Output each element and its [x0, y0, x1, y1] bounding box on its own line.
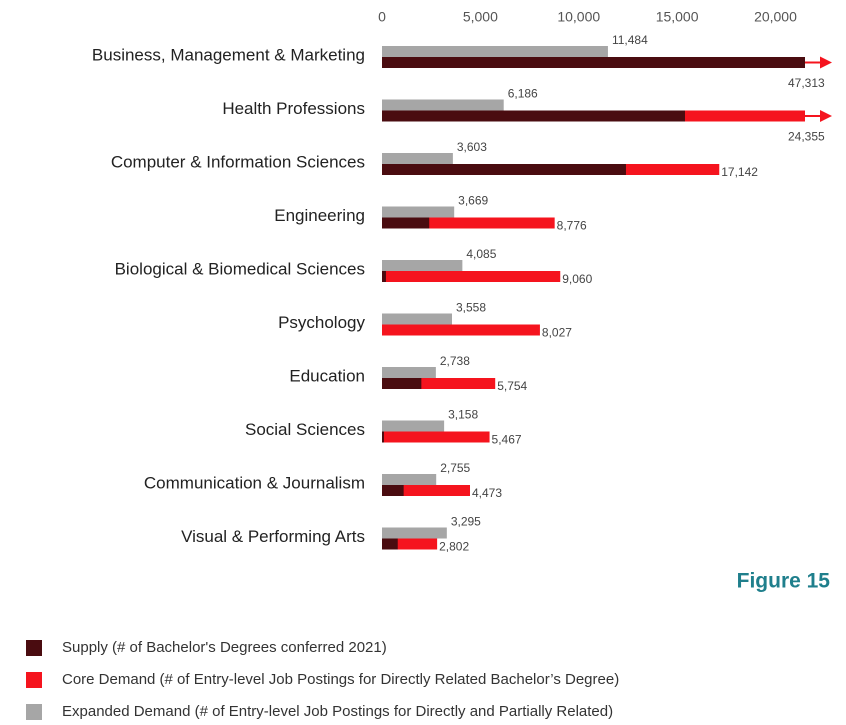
value-label: 9,060 — [562, 272, 592, 286]
value-label: 4,085 — [466, 247, 496, 261]
bar — [382, 206, 455, 218]
bar — [382, 367, 436, 378]
bar — [382, 378, 496, 389]
x-tick-label: 15,000 — [656, 9, 699, 25]
value-label: 17,142 — [721, 165, 758, 179]
category-label: Visual & Performing Arts — [181, 527, 365, 546]
bar — [382, 485, 404, 496]
category-label: Biological & Biomedical Sciences — [115, 259, 365, 278]
bar — [382, 538, 438, 550]
value-label: 11,484 — [612, 33, 648, 47]
bar — [382, 474, 437, 485]
arrow-head — [820, 110, 832, 122]
bar — [382, 431, 490, 443]
value-label: 3,158 — [448, 408, 478, 422]
bar — [382, 378, 422, 389]
bar — [382, 271, 386, 282]
bar — [382, 110, 685, 122]
bar — [382, 313, 453, 325]
plot-area — [382, 46, 805, 550]
bar — [382, 217, 430, 229]
category-label: Computer & Information Sciences — [111, 152, 365, 171]
value-label: 2,738 — [440, 354, 470, 368]
value-label: 4,473 — [472, 486, 502, 500]
bar — [382, 99, 504, 111]
x-tick-label: 5,000 — [463, 9, 498, 25]
bar — [382, 271, 561, 282]
value-label: 47,313 — [788, 76, 825, 90]
value-label: 24,355 — [788, 130, 825, 144]
value-label: 2,802 — [439, 540, 469, 554]
category-label: Education — [289, 366, 365, 385]
value-label: 6,186 — [508, 87, 538, 101]
legend-label: Core Demand (# of Entry-level Job Postin… — [62, 671, 619, 688]
bar — [382, 420, 445, 432]
category-label: Engineering — [274, 206, 365, 225]
value-label: 3,669 — [458, 194, 488, 208]
bar — [382, 260, 463, 271]
category-label: Health Professions — [222, 99, 365, 118]
bar — [382, 153, 453, 164]
bar — [382, 485, 471, 496]
bar — [382, 324, 540, 336]
bar — [382, 46, 608, 57]
bar — [382, 164, 626, 175]
value-label: 8,776 — [557, 219, 587, 233]
category-label: Social Sciences — [245, 420, 365, 439]
value-label: 5,467 — [492, 433, 522, 447]
value-label: 3,295 — [451, 515, 481, 529]
legend-label: Expanded Demand (# of Entry-level Job Po… — [62, 703, 613, 720]
x-tick-label: 10,000 — [557, 9, 600, 25]
bar — [382, 538, 398, 550]
value-label: 3,558 — [456, 301, 486, 315]
legend-swatch — [26, 704, 42, 720]
x-tick-label: 0 — [378, 9, 386, 25]
bar — [382, 57, 805, 68]
x-tick-label: 20,000 — [754, 9, 797, 25]
figure-label: Figure 15 — [737, 570, 831, 593]
category-label: Business, Management & Marketing — [92, 45, 365, 64]
value-label: 8,027 — [542, 326, 572, 340]
value-label: 5,754 — [497, 379, 527, 393]
bar — [382, 527, 447, 539]
value-label: 3,603 — [457, 140, 487, 154]
value-label: 2,755 — [440, 461, 470, 475]
arrow-head — [820, 56, 832, 69]
category-label: Communication & Journalism — [144, 473, 365, 492]
legend-swatch — [26, 672, 42, 688]
bar — [382, 217, 555, 229]
category-label: Psychology — [278, 313, 365, 332]
legend-swatch — [26, 640, 42, 656]
bar — [382, 431, 384, 443]
legend-label: Supply (# of Bachelor's Degrees conferre… — [62, 639, 387, 656]
